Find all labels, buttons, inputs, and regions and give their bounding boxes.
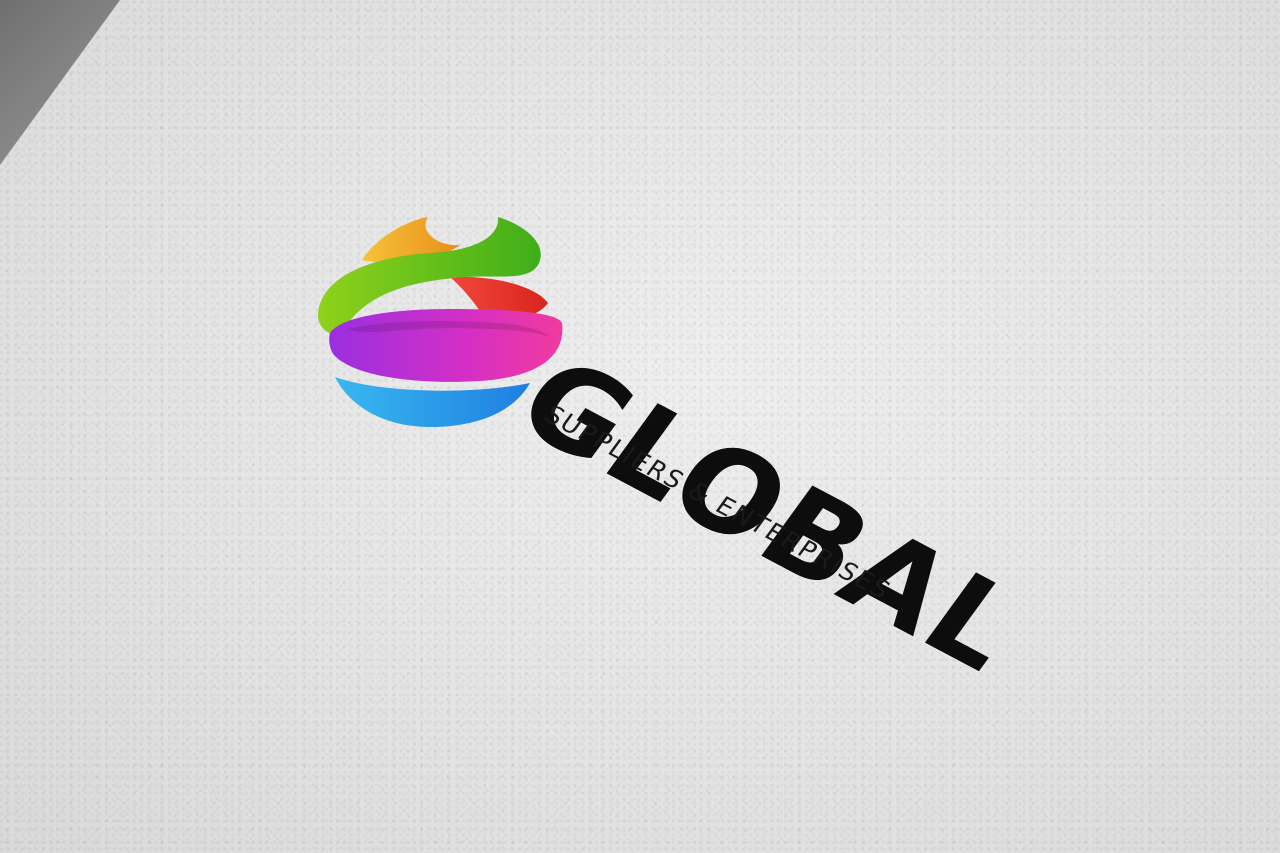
purple-band (329, 309, 563, 382)
band-inner-shadow (348, 321, 550, 337)
green-band (318, 217, 541, 337)
globe-logo-icon (318, 217, 563, 427)
orange-band (362, 217, 460, 263)
blue-band (335, 377, 530, 427)
